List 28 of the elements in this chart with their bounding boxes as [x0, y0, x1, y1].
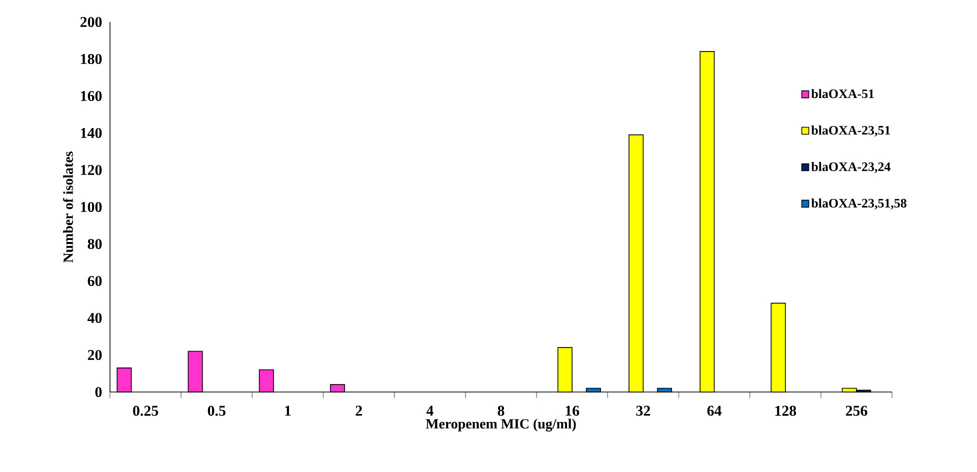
y-tick-label: 160	[81, 90, 102, 102]
legend-label: blaOXA-23,24	[811, 162, 890, 173]
y-tick-label: 180	[81, 54, 102, 64]
x-tick-label: 1	[285, 406, 291, 416]
y-tick-label: 200	[80, 16, 102, 28]
y-tick-label: 100	[81, 202, 102, 212]
x-tick-label: 32	[636, 406, 650, 416]
y-tick-label: 120	[81, 164, 102, 176]
y-tick-label: 60	[88, 276, 102, 286]
x-axis-title: Meropenem MIC (ug/ml)	[426, 418, 576, 432]
legend-label: blaOXA-23,51,58	[811, 198, 906, 210]
y-tick-label: 80	[88, 238, 102, 250]
legend-label: blaOXA-51	[811, 89, 874, 98]
legend-label: blaOXA-23,51	[811, 126, 890, 137]
x-tick-label: 64	[707, 406, 722, 416]
y-tick-label: 20	[88, 350, 102, 360]
x-tick-label: 8	[498, 406, 504, 416]
x-tick-label: 4	[426, 406, 434, 416]
x-tick-label: 128	[775, 406, 796, 416]
x-tick-label: 16	[566, 406, 580, 416]
x-tick-label: 0.25	[133, 406, 158, 416]
y-tick-label: 40	[88, 312, 102, 324]
x-tick-label: 2	[356, 406, 362, 416]
y-tick-label: 140	[81, 128, 102, 138]
y-tick-label: 0	[95, 386, 102, 398]
y-axis-title: Number of isolates	[62, 152, 73, 263]
x-tick-label: 0.5	[208, 406, 226, 416]
x-tick-label: 256	[846, 406, 868, 416]
